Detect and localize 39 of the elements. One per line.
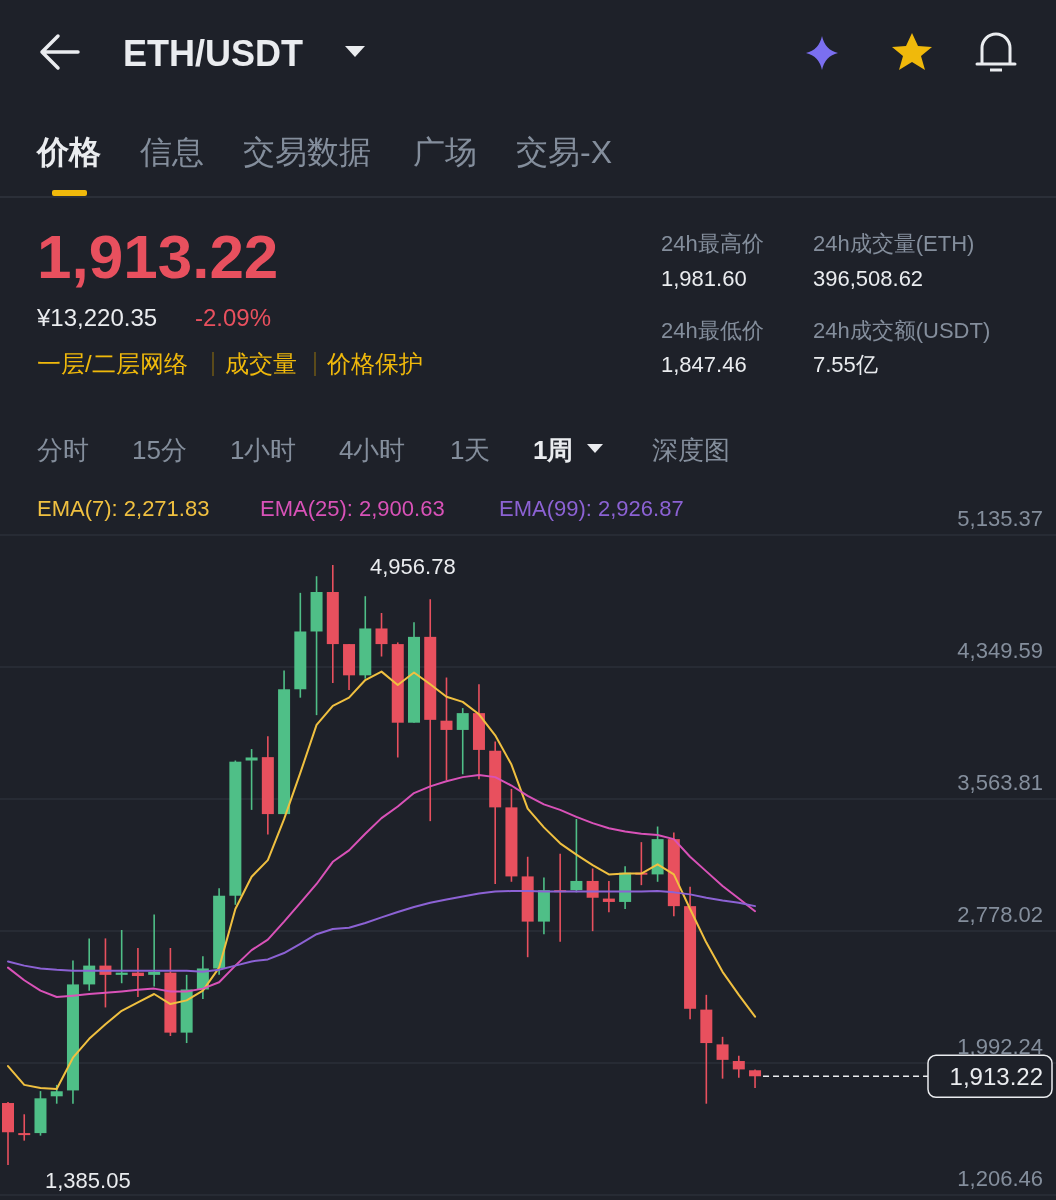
y-tick-label: 2,778.02 — [957, 902, 1043, 927]
y-tick-label: 1,206.46 — [957, 1166, 1043, 1191]
text: 交易-X — [516, 134, 612, 170]
text: 分时 — [37, 435, 89, 465]
text: 一层/二层网络 — [37, 350, 188, 377]
text: 1天 — [450, 435, 491, 465]
text: ¥13,220.35 — [36, 304, 158, 331]
y-tick-label: 4,349.59 — [957, 638, 1043, 663]
text: 1周 — [533, 435, 574, 465]
y-tick-label: 3,563.81 — [957, 770, 1043, 795]
text: 价格保护 — [326, 350, 423, 377]
text: 信息 — [140, 134, 204, 170]
text: 广场 — [413, 134, 477, 170]
text: 价格 — [35, 134, 101, 170]
annotation: 4,956.78 — [370, 554, 456, 579]
text: 396,508.62 — [813, 266, 924, 291]
text: 24h成交量(ETH) — [813, 231, 975, 256]
text: 1,913.22 — [37, 222, 279, 291]
text: 15分 — [132, 435, 187, 465]
text: EMA(25): 2,900.63 — [260, 496, 445, 521]
text: EMA(7): 2,271.83 — [37, 496, 210, 521]
text: 成交量 — [225, 350, 297, 377]
text: 24h成交额(USDT) — [813, 318, 991, 343]
text: 深度图 — [652, 435, 730, 465]
text: 4小时 — [339, 435, 406, 465]
y-tick-label: 1,992.24 — [957, 1034, 1043, 1059]
ref-line-label: 1,913.22 — [949, 1063, 1043, 1091]
text: 1,981.60 — [661, 266, 747, 291]
text: 1,847.46 — [661, 352, 747, 377]
text: 1小时 — [230, 435, 297, 465]
text: -2.09% — [195, 304, 272, 331]
text: 交易数据 — [243, 134, 371, 170]
text: 7.55亿 — [813, 352, 878, 377]
text: 24h最低价 — [661, 318, 764, 343]
chart-title: ETH/USDT — [123, 33, 304, 74]
annotation: 1,385.05 — [45, 1168, 131, 1193]
text: EMA(99): 2,926.87 — [499, 496, 684, 521]
y-tick-label: 5,135.37 — [957, 506, 1043, 531]
text: 24h最高价 — [661, 231, 764, 256]
